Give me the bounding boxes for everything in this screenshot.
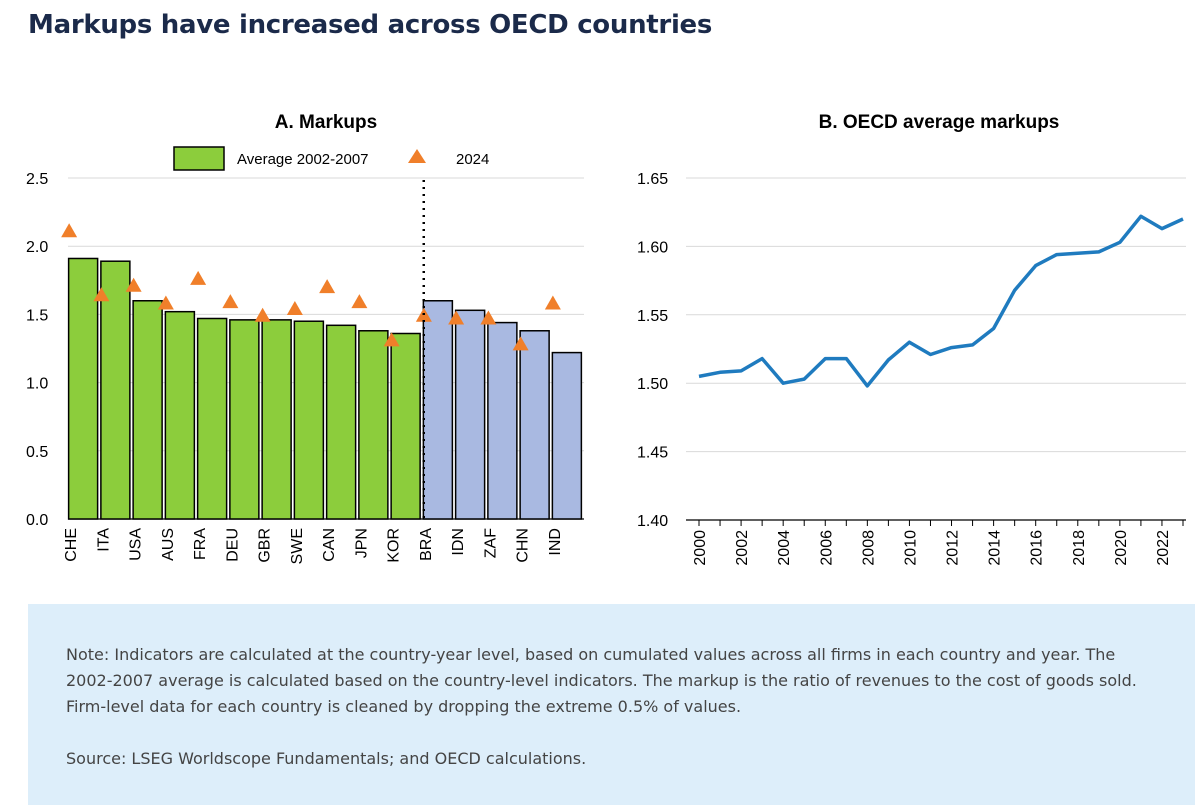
marker-2024-zaf — [480, 310, 497, 325]
x-tick-label-b: 2020 — [1113, 530, 1130, 566]
note-box: Note: Indicators are calculated at the c… — [28, 604, 1195, 805]
marker-2024-aus — [157, 295, 174, 310]
x-tick-label-a: FRA — [192, 528, 209, 560]
legend-label-average: Average 2002-2007 — [237, 151, 369, 168]
x-tick-label-a: IDN — [450, 528, 467, 556]
marker-2024-chn — [512, 336, 529, 351]
x-tick-label-a: GBR — [257, 528, 274, 563]
x-tick-label-b: 2010 — [902, 530, 919, 566]
bar-bra — [422, 300, 454, 520]
bar-gbr — [261, 319, 292, 520]
x-tick-label-a: CAN — [321, 528, 338, 562]
x-tick-label-b: 2004 — [776, 530, 793, 566]
marker-2024-swe — [286, 300, 303, 315]
x-tick-label-b: 2000 — [692, 530, 709, 566]
x-tick-label-b: 2018 — [1071, 530, 1088, 566]
y-tick-label-a: 0.0 — [26, 512, 48, 529]
marker-2024-idn — [448, 310, 465, 325]
page-title: Markups have increased across OECD count… — [28, 10, 713, 40]
marker-2024-che — [61, 223, 78, 238]
x-tick-label-a: CHE — [63, 528, 80, 562]
panel-b-oecd-average: B. OECD average markups 1.40 1.45 1.50 1.55… — [637, 112, 1186, 566]
bar-deu — [229, 319, 260, 520]
source-text: Source: LSEG Worldscope Fundamentals; an… — [66, 749, 587, 768]
x-tick-label-b: 2006 — [818, 530, 835, 566]
bar-fra — [196, 317, 228, 520]
y-tick-label-a: 2.0 — [26, 239, 48, 256]
bar-idn — [454, 309, 486, 520]
legend-swatch-average — [173, 146, 225, 171]
x-tick-label-a: AUS — [160, 528, 177, 561]
y-tick-label-b: 1.50 — [637, 376, 668, 393]
x-tick-label-b: 2016 — [1029, 530, 1046, 566]
bar-aus — [164, 310, 196, 520]
bar-swe — [293, 320, 325, 520]
bar-che — [67, 257, 99, 520]
panel-a-x-axis: CHE ITA USA AUS FRA DEU GBR SWE CAN JPN KOR BRA IDN Z… — [63, 528, 564, 565]
x-tick-label-a: ITA — [95, 528, 112, 552]
marker-2024-can — [319, 279, 336, 294]
x-tick-label-a: IND — [547, 528, 564, 556]
marker-2024-usa — [125, 277, 142, 292]
note-text: Note: Indicators are calculated at the c… — [66, 645, 1137, 716]
bar-ita — [100, 260, 131, 520]
panel-a-markups: A. Markups Average 2002-2007 2024 0.0 0.5… — [26, 112, 584, 564]
x-tick-label-b: 2002 — [734, 530, 751, 566]
y-tick-label-b: 1.60 — [637, 239, 668, 256]
x-tick-label-a: JPN — [353, 528, 370, 558]
bar-ind — [551, 351, 583, 520]
y-tick-label-b: 1.45 — [637, 445, 668, 462]
y-tick-label-b: 1.55 — [637, 308, 668, 325]
marker-2024-gbr — [254, 307, 271, 322]
x-tick-label-b: 2014 — [987, 530, 1004, 566]
marker-2024-jpn — [351, 294, 368, 309]
marker-2024-ind — [544, 295, 561, 310]
x-tick-label-a: CHN — [515, 528, 532, 563]
bar-kor — [390, 332, 421, 520]
y-tick-label-a: 1.0 — [26, 376, 48, 393]
bar-jpn — [358, 330, 389, 520]
chart-canvas: A. Markups Average 2002-2007 2024 0.0 0.5… — [26, 112, 1186, 566]
legend-label-2024: 2024 — [456, 151, 489, 168]
x-tick-label-b: 2022 — [1155, 530, 1172, 566]
bar-can — [325, 324, 357, 520]
marker-2024-deu — [222, 294, 239, 309]
y-tick-label-a: 1.5 — [26, 307, 48, 324]
panel-b-x-axis: 2000 2002 2004 2006 2008 2010 2012 2014 2016 2018… — [692, 520, 1184, 566]
x-tick-label-a: DEU — [224, 528, 241, 562]
marker-2024-kor — [383, 332, 400, 347]
marker-2024-fra — [190, 270, 207, 285]
x-tick-label-a: KOR — [386, 528, 403, 563]
x-tick-label-b: 2008 — [860, 530, 877, 566]
bar-zaf — [487, 321, 518, 520]
panel-a-title: A. Markups — [275, 112, 377, 133]
panel-b-title: B. OECD average markups — [819, 112, 1060, 133]
oecd-average-line — [698, 214, 1184, 388]
legend-marker-2024 — [408, 149, 426, 163]
x-tick-label-a: ZAF — [482, 528, 499, 558]
y-tick-label-a: 2.5 — [26, 171, 48, 188]
bar-chn — [519, 330, 550, 520]
marker-2024-ita — [93, 287, 110, 302]
panel-a-markers — [61, 223, 561, 351]
y-tick-label-b: 1.65 — [637, 171, 668, 188]
x-tick-label-a: BRA — [418, 528, 435, 561]
panel-a-y-axis: 0.0 0.5 1.0 1.5 2.0 2.5 — [26, 171, 48, 529]
y-tick-label-a: 0.5 — [26, 444, 48, 461]
x-tick-label-a: USA — [128, 528, 145, 561]
y-tick-label-b: 1.40 — [637, 513, 668, 530]
panel-b-y-axis: 1.40 1.45 1.50 1.55 1.60 1.65 — [637, 171, 668, 530]
x-tick-label-b: 2012 — [945, 530, 962, 566]
panel-a-bars — [67, 257, 583, 520]
bar-usa — [132, 300, 163, 520]
x-tick-label-a: SWE — [289, 528, 306, 564]
panel-b-gridlines — [686, 177, 1186, 521]
